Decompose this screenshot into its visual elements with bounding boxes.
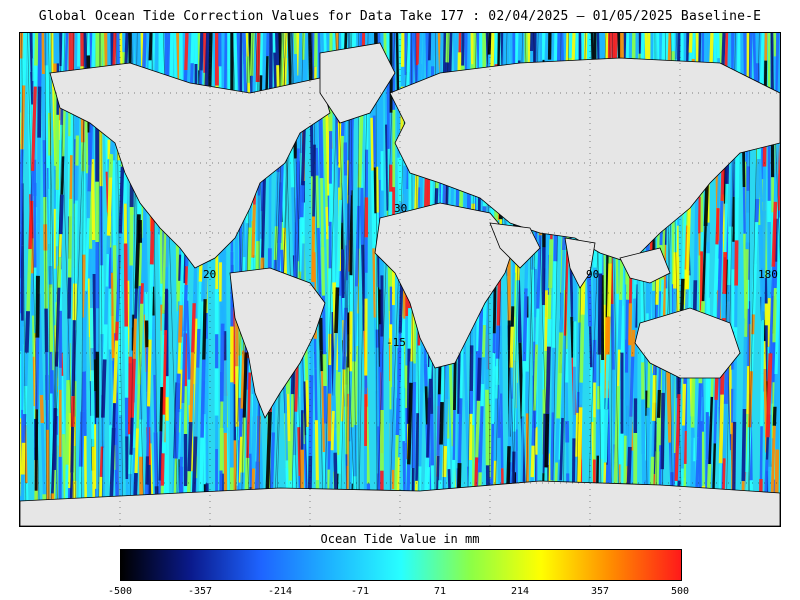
edge-label-180: 180	[758, 268, 778, 281]
colorbar-tick: -214	[267, 586, 293, 597]
legend-title: Ocean Tide Value in mm	[320, 532, 480, 546]
continent-india	[564, 237, 596, 289]
map-canvas	[20, 33, 780, 526]
colorbar-tick: 71	[433, 586, 447, 597]
colorbar-tick: -71	[350, 586, 370, 597]
continent-europe-asia	[389, 57, 780, 264]
continent-north-america	[49, 62, 331, 269]
continent-australia	[634, 307, 741, 379]
graticule	[20, 33, 780, 526]
grid-label-minus-15: -15	[386, 336, 406, 349]
continent-antarctica	[20, 480, 780, 526]
edge-label-20: 20	[203, 268, 217, 281]
colorbar-tick: 500	[670, 586, 690, 597]
colorbar-tick: 357	[590, 586, 610, 597]
continents	[20, 42, 780, 526]
colorbar-tick: 214	[510, 586, 530, 597]
ocean-tide-map: 30 90 -15 20 180	[19, 32, 781, 527]
continent-arabia	[489, 222, 541, 269]
colorbar-tick: -500	[107, 586, 133, 597]
colorbar	[120, 549, 682, 581]
continent-southeast-asia	[619, 247, 671, 284]
colorbar-tick: -357	[187, 586, 213, 597]
continent-south-america	[229, 267, 326, 419]
grid-label-90: 90	[586, 268, 600, 281]
grid-label-30: 30	[394, 202, 408, 215]
continent-africa	[374, 202, 516, 369]
chart-title: Global Ocean Tide Correction Values for …	[38, 9, 762, 24]
